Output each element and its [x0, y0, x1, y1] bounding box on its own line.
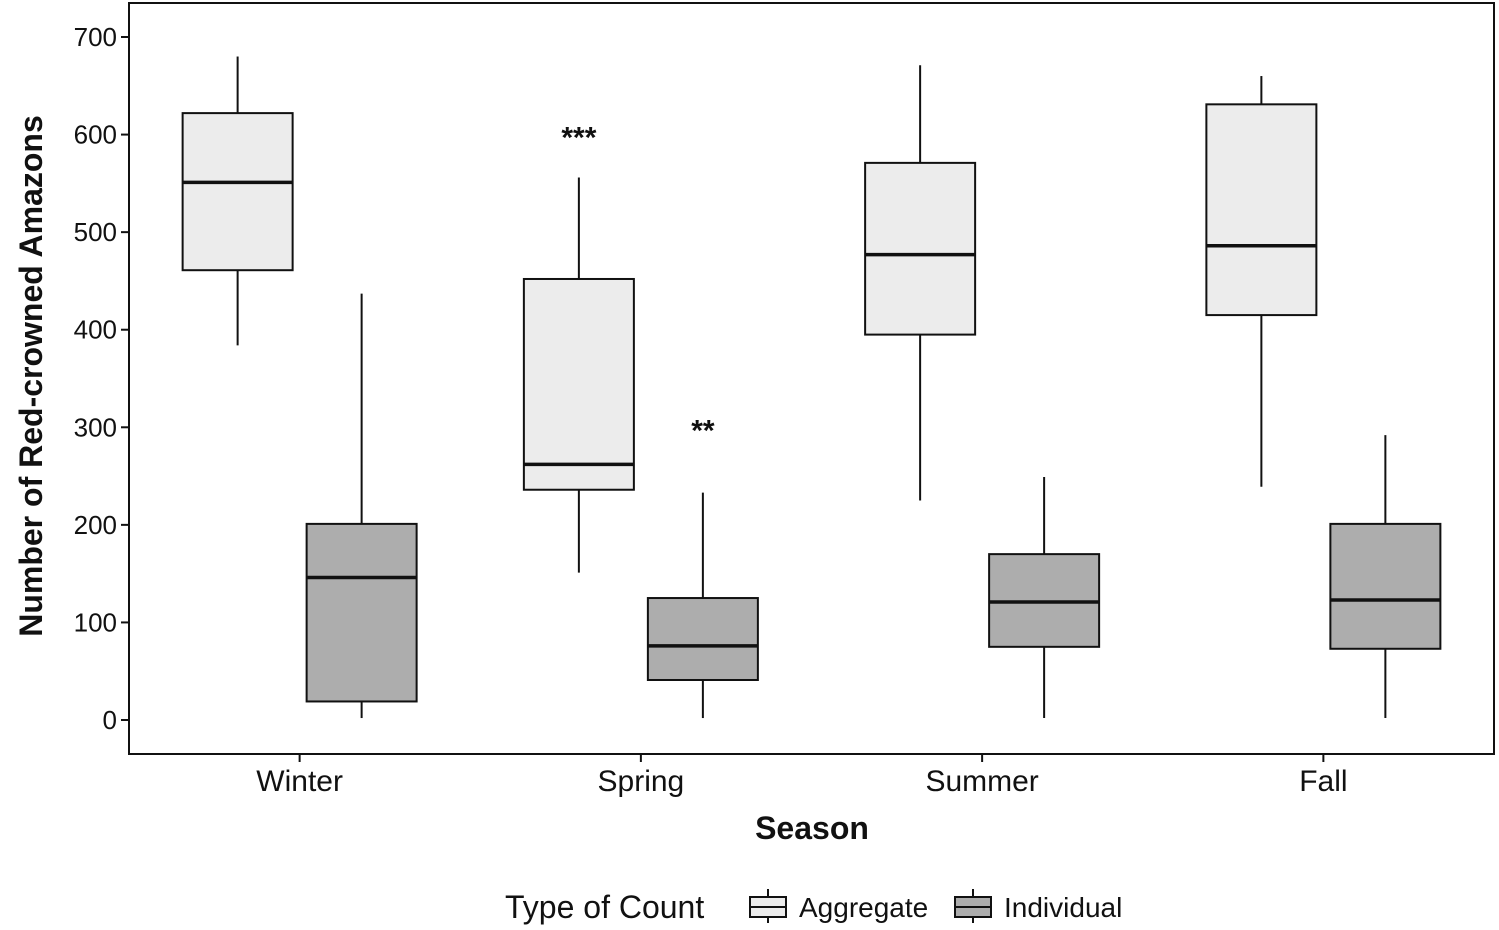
- box-iqr: [1205, 103, 1318, 317]
- y-tick-label: 600: [74, 120, 117, 150]
- axes: 0 100 200 300 400 500 600 700 Winter Spring Summer…: [74, 2, 1495, 798]
- significance-annotation: **: [691, 414, 715, 447]
- box-iqr: [522, 277, 635, 491]
- box-iqr: [1329, 522, 1442, 650]
- y-tick-label: 200: [74, 510, 117, 540]
- box-individual-summer: [988, 477, 1101, 719]
- x-tick-label: Summer: [925, 765, 1038, 798]
- box-aggregate-spring: [522, 177, 635, 573]
- y-tick-label: 0: [103, 705, 117, 735]
- y-tick-label: 500: [74, 217, 117, 247]
- x-tick-label: Winter: [256, 765, 343, 798]
- box-aggregate-winter: [181, 56, 294, 346]
- y-tick-label: 400: [74, 315, 117, 345]
- legend-label-individual: Individual: [1004, 892, 1122, 923]
- plot-area: *****: [181, 56, 1442, 719]
- legend-label-aggregate: Aggregate: [799, 892, 928, 923]
- legend: Type of Count Aggregate Individual: [505, 889, 1122, 925]
- box-individual-spring: [646, 492, 759, 719]
- significance-annotation: ***: [561, 122, 596, 155]
- y-tick-label: 100: [74, 607, 117, 637]
- box-iqr: [864, 161, 977, 336]
- box-aggregate-summer: [864, 65, 977, 501]
- box-iqr: [305, 522, 418, 703]
- y-tick-label: 700: [74, 22, 117, 52]
- box-individual-winter: [305, 293, 418, 719]
- x-tick-label: Fall: [1299, 765, 1347, 798]
- x-tick-label: Spring: [598, 765, 685, 798]
- x-axis-title: Season: [755, 810, 869, 846]
- y-tick-label: 300: [74, 412, 117, 442]
- legend-title: Type of Count: [505, 889, 704, 925]
- box-individual-fall: [1329, 435, 1442, 719]
- y-axis-title: Number of Red-crowned Amazons: [13, 115, 49, 637]
- box-aggregate-fall: [1205, 76, 1318, 487]
- plot-border: [128, 2, 1495, 755]
- box-iqr: [646, 597, 759, 681]
- box-iqr: [181, 112, 294, 272]
